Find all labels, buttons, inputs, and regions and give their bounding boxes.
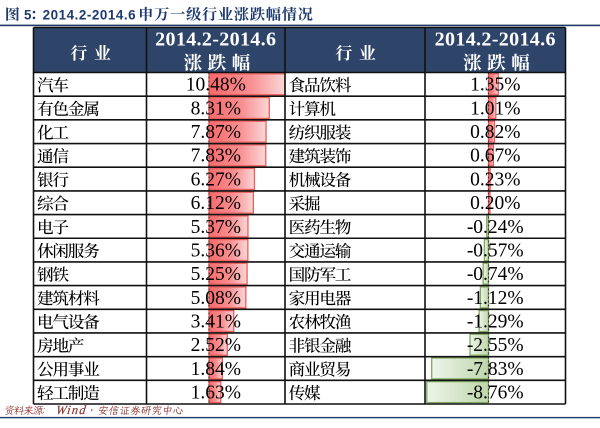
svg-text:0.23%: 0.23% xyxy=(470,169,520,190)
svg-text:6.12%: 6.12% xyxy=(191,193,241,214)
svg-text:Wind: Wind xyxy=(55,403,88,417)
svg-text:2014.2-2014.6: 2014.2-2014.6 xyxy=(155,29,276,51)
svg-text:-0.74%: -0.74% xyxy=(467,264,524,285)
svg-text:1.01%: 1.01% xyxy=(470,98,520,119)
svg-text:7.83%: 7.83% xyxy=(191,146,241,167)
svg-text:0.82%: 0.82% xyxy=(470,122,520,143)
svg-text:-8.76%: -8.76% xyxy=(467,383,524,404)
svg-text:-2.55%: -2.55% xyxy=(467,335,524,356)
svg-text:2.52%: 2.52% xyxy=(191,335,241,356)
svg-text:5.08%: 5.08% xyxy=(191,288,241,309)
svg-text:5: 5 xyxy=(24,8,32,23)
svg-text:2014.2-2014.6: 2014.2-2014.6 xyxy=(43,8,137,23)
svg-text:-0.57%: -0.57% xyxy=(467,240,524,261)
svg-text:0.67%: 0.67% xyxy=(470,146,520,167)
svg-text:-1.12%: -1.12% xyxy=(467,288,524,309)
svg-text:6.27%: 6.27% xyxy=(191,169,241,190)
svg-text:5.25%: 5.25% xyxy=(191,264,241,285)
svg-text:-0.24%: -0.24% xyxy=(467,217,524,238)
svg-text:8.31%: 8.31% xyxy=(191,98,241,119)
svg-text:0.20%: 0.20% xyxy=(470,193,520,214)
svg-text:-7.83%: -7.83% xyxy=(467,359,524,380)
svg-text:3.41%: 3.41% xyxy=(191,311,241,332)
svg-text:5.37%: 5.37% xyxy=(191,217,241,238)
svg-text:10.48%: 10.48% xyxy=(186,75,246,96)
svg-text:7.87%: 7.87% xyxy=(191,122,241,143)
svg-text:5.36%: 5.36% xyxy=(191,240,241,261)
svg-text:-1.29%: -1.29% xyxy=(467,311,524,332)
svg-text:1.63%: 1.63% xyxy=(191,383,241,404)
svg-text:1.35%: 1.35% xyxy=(470,75,520,96)
svg-text:2014.2-2014.6: 2014.2-2014.6 xyxy=(435,29,556,51)
svg-text:1.84%: 1.84% xyxy=(191,359,241,380)
